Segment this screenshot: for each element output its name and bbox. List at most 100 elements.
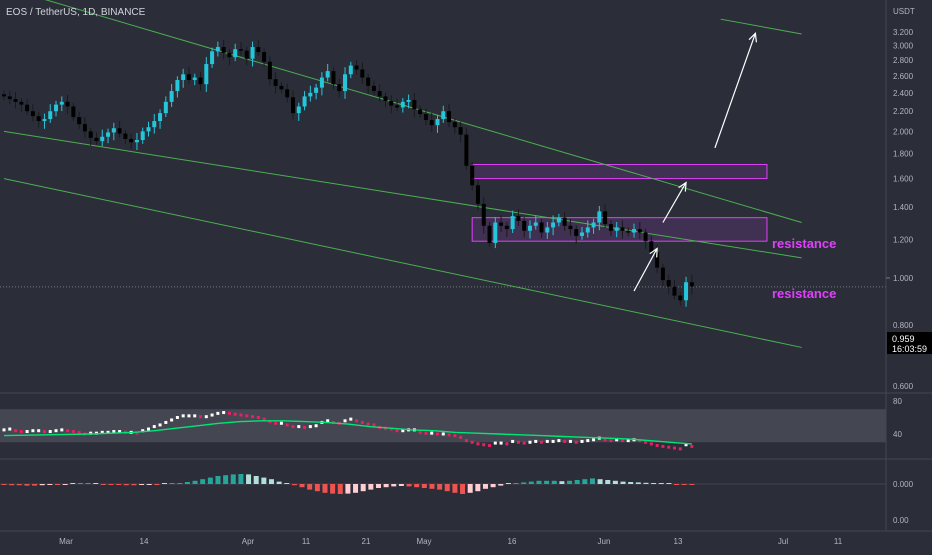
candle [556, 213, 561, 227]
candle [447, 104, 452, 128]
candle [181, 68, 186, 88]
rsi-point [522, 441, 526, 445]
candle-body [452, 122, 457, 128]
candle [117, 121, 122, 138]
candle-body [568, 225, 573, 230]
candle-body [418, 109, 423, 115]
price-tick-label: 1.600 [893, 175, 914, 184]
projection-arrow-2 [662, 181, 687, 223]
candle-body [134, 140, 139, 143]
oscillator-bar [62, 484, 68, 485]
candle-body [314, 87, 319, 93]
oscillator-tick-label: 0.00 [893, 516, 909, 525]
rsi-point [31, 429, 35, 433]
candle-body [533, 222, 538, 226]
candle [175, 76, 180, 98]
candle [279, 82, 284, 94]
candle-body [522, 220, 527, 231]
candle [100, 129, 105, 147]
candle-body [36, 116, 41, 122]
candle-body [464, 134, 469, 166]
oscillator-bar [528, 481, 534, 484]
oscillator-bar [383, 484, 389, 488]
rsi-point [366, 422, 370, 426]
rsi-point [279, 421, 283, 425]
price-tick-label: 1.800 [893, 150, 914, 159]
oscillator-bar [139, 484, 145, 485]
candle-body [106, 132, 111, 137]
oscillator-bar [268, 479, 274, 484]
oscillator-bar [521, 482, 527, 484]
rsi-point [534, 439, 538, 443]
candle [481, 196, 486, 234]
candle-body [302, 96, 307, 107]
candle-body [366, 77, 371, 86]
candle [608, 220, 613, 236]
price-pane[interactable] [0, 0, 886, 348]
price-tick-label: 0.600 [893, 382, 914, 391]
candle-body [620, 227, 625, 231]
candle [82, 117, 87, 138]
rsi-pane[interactable] [0, 409, 886, 451]
candle-body [319, 77, 324, 88]
candle-body [77, 117, 82, 125]
candle [435, 115, 440, 133]
price-tick-label: 2.800 [893, 56, 914, 65]
candle [360, 62, 365, 84]
candle-body [175, 80, 180, 92]
oscillator-bar [16, 484, 22, 486]
rsi-point [268, 420, 272, 424]
rsi-point [401, 429, 405, 433]
oscillator-bar [116, 484, 122, 485]
candle [516, 209, 521, 227]
countdown-timer: 16:03:59 [892, 344, 927, 354]
rsi-point [152, 425, 156, 429]
rsi-point [135, 431, 139, 435]
current-price-value: 0.959 [892, 334, 915, 344]
candle-body [100, 136, 105, 142]
candle [666, 274, 671, 295]
rsi-point [690, 444, 694, 448]
rsi-point [251, 415, 255, 419]
candle [169, 84, 174, 107]
candle [551, 215, 556, 236]
candle [233, 43, 238, 62]
rsi-point [395, 429, 399, 433]
rsi-point [540, 440, 544, 444]
svg-text:resistance: resistance [772, 236, 836, 251]
candle [620, 220, 625, 239]
time-tick-label: 16 [508, 537, 517, 546]
candle [632, 223, 637, 238]
price-tick-label: 0.800 [893, 321, 914, 330]
oscillator-bar [536, 480, 542, 484]
rsi-point [239, 413, 243, 417]
oscillator-bar [223, 475, 229, 484]
rsi-point [181, 414, 185, 418]
rsi-point [661, 444, 665, 448]
price-tick-label: 3.000 [893, 42, 914, 51]
candle [343, 67, 348, 99]
candle [580, 227, 584, 240]
candle-body [204, 64, 209, 85]
candle-body [19, 101, 24, 105]
candle [591, 218, 596, 234]
rsi-tick-label: 40 [893, 430, 902, 439]
candle [71, 102, 76, 121]
oscillator-pane[interactable] [0, 474, 886, 494]
candle [504, 221, 509, 237]
candle-body [458, 127, 463, 135]
candle [88, 127, 93, 146]
candle-body [354, 65, 359, 70]
oscillator-bar [70, 483, 76, 484]
rsi-point [355, 419, 359, 423]
oscillator-bar [169, 483, 175, 484]
candle [672, 279, 677, 300]
candle [626, 227, 631, 237]
rsi-point [141, 429, 145, 433]
oscillator-bar [192, 480, 198, 484]
candle [689, 275, 694, 295]
time-tick-label: 13 [674, 537, 683, 546]
candle-body [198, 77, 203, 85]
